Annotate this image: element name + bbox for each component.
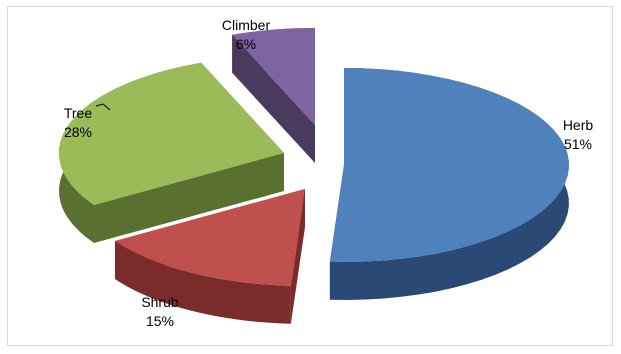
slice-shrub [115, 189, 305, 286]
slice-label-climber: Climber [222, 17, 271, 33]
slice-face-shrub-0 [290, 189, 305, 324]
slice-face-tree-0 [94, 153, 284, 243]
slice-climber [232, 28, 315, 125]
slice-tree [59, 62, 284, 205]
slice-percent-shrub: 15% [146, 313, 174, 329]
slice-rim-shrub [115, 241, 291, 324]
slice-labels: Herb 51% Shrub 15% Tree 28% Climber 6% [64, 17, 594, 329]
slice-percent-herb: 51% [564, 136, 592, 152]
leader-line-tree [95, 103, 111, 111]
slice-label-tree: Tree [64, 105, 92, 121]
slice-label-shrub: Shrub [141, 294, 179, 310]
slice-percent-tree: 28% [64, 124, 92, 140]
slice-percent-climber: 6% [236, 36, 256, 52]
slice-tops [59, 28, 569, 286]
slice-label-herb: Herb [563, 117, 594, 133]
slice-herb [329, 68, 569, 262]
